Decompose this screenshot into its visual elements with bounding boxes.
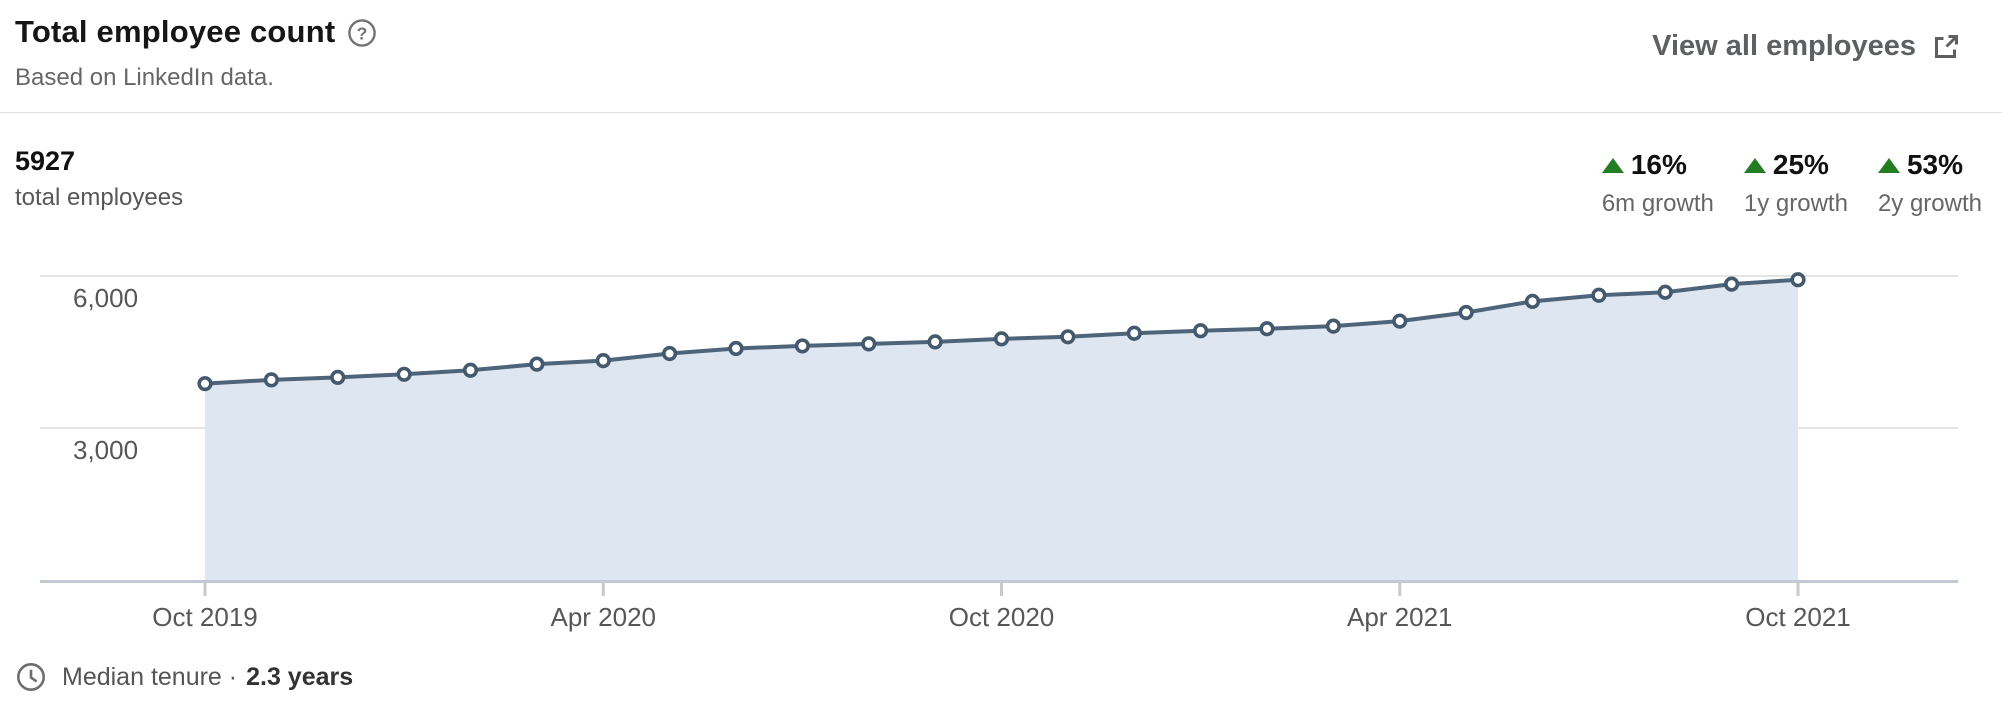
- growth-2y-label: 2y growth: [1877, 190, 1982, 217]
- median-tenure-row: Median tenure · 2.3 years: [15, 661, 353, 693]
- growth-stats-row: 16% 6m growth 25% 1y growth 53% 2y growt…: [1601, 149, 1982, 218]
- total-employees-value: 5927: [15, 146, 76, 176]
- external-link-icon: [1935, 34, 1958, 58]
- median-tenure-label: Median tenure ·: [62, 662, 238, 691]
- total-employees-label: total employees: [15, 184, 184, 211]
- growth-1y-value: 25%: [1772, 149, 1829, 180]
- svg-text:Apr 2021: Apr 2021: [1347, 602, 1453, 632]
- view-all-employees-link[interactable]: View all employees: [1652, 30, 1960, 63]
- card-header: Total employee count ?: [15, 14, 377, 50]
- svg-text:3,000: 3,000: [73, 435, 138, 465]
- growth-up-icon: [1743, 157, 1766, 173]
- growth-up-icon: [1877, 157, 1900, 173]
- svg-text:Oct 2021: Oct 2021: [1745, 602, 1851, 632]
- svg-text:Apr 2020: Apr 2020: [550, 602, 656, 632]
- header-divider: [0, 112, 2002, 113]
- employee-count-chart[interactable]: 6,000 3,000 Oct 2019 Apr 2020 Oct 2020 Apr 20…: [0, 240, 2002, 640]
- clock-icon: [17, 663, 45, 691]
- card-subtitle: Based on LinkedIn data.: [15, 64, 274, 91]
- median-tenure-value: 2.3 years: [246, 662, 354, 691]
- growth-1y: 25% 1y growth: [1743, 149, 1848, 218]
- growth-up-icon: [1601, 157, 1624, 173]
- svg-text:?: ?: [357, 24, 368, 44]
- growth-6m: 16% 6m growth: [1601, 149, 1714, 218]
- view-all-label: View all employees: [1652, 30, 1916, 62]
- svg-text:Oct 2020: Oct 2020: [949, 602, 1055, 632]
- page-title: Total employee count: [15, 14, 336, 49]
- help-icon[interactable]: ?: [347, 18, 377, 48]
- growth-2y-value: 53%: [1906, 149, 1963, 180]
- growth-6m-value: 16%: [1630, 149, 1687, 180]
- growth-6m-label: 6m growth: [1601, 190, 1714, 217]
- total-employees-block: 5927 total employees: [15, 146, 183, 212]
- growth-2y: 53% 2y growth: [1877, 149, 1982, 218]
- growth-1y-label: 1y growth: [1743, 190, 1848, 217]
- svg-text:6,000: 6,000: [73, 283, 138, 313]
- svg-text:Oct 2019: Oct 2019: [152, 602, 258, 632]
